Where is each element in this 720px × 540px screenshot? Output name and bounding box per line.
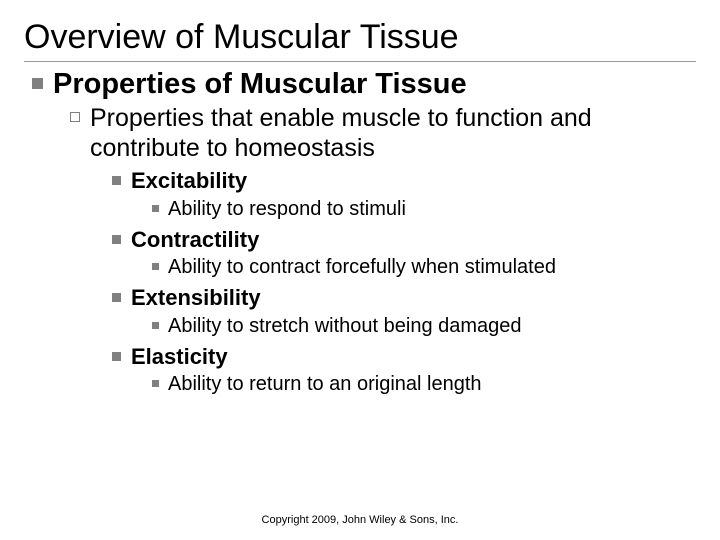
property-desc: Ability to respond to stimuli (168, 197, 406, 222)
level3-item: Excitability (112, 167, 696, 195)
level1-item: Properties of Muscular Tissue (32, 68, 696, 101)
slide-container: Overview of Muscular Tissue Properties o… (0, 0, 720, 397)
level1-text: Properties of Muscular Tissue (53, 68, 467, 101)
level3-item: Extensibility (112, 284, 696, 312)
level4-item: Ability to contract forcefully when stim… (152, 255, 696, 280)
square-bullet-icon (32, 78, 43, 89)
property-desc: Ability to return to an original length (168, 372, 482, 397)
property-desc: Ability to stretch without being damaged (168, 314, 522, 339)
square-bullet-icon (112, 293, 121, 302)
square-bullet-icon (152, 205, 159, 212)
square-bullet-icon (152, 380, 159, 387)
square-bullet-icon (112, 176, 121, 185)
level3-item: Elasticity (112, 343, 696, 371)
level4-item: Ability to respond to stimuli (152, 197, 696, 222)
square-bullet-icon (112, 352, 121, 361)
open-square-bullet-icon (70, 112, 80, 122)
square-bullet-icon (152, 322, 159, 329)
copyright-text: Copyright 2009, John Wiley & Sons, Inc. (0, 514, 720, 526)
property-name: Contractility (131, 226, 259, 254)
property-desc: Ability to contract forcefully when stim… (168, 255, 556, 280)
level4-item: Ability to return to an original length (152, 372, 696, 397)
property-name: Extensibility (131, 284, 261, 312)
level2-item: Properties that enable muscle to functio… (70, 103, 696, 163)
level3-item: Contractility (112, 226, 696, 254)
level4-item: Ability to stretch without being damaged (152, 314, 696, 339)
slide-title: Overview of Muscular Tissue (24, 18, 696, 62)
level2-text: Properties that enable muscle to functio… (90, 103, 696, 163)
square-bullet-icon (152, 263, 159, 270)
square-bullet-icon (112, 235, 121, 244)
property-name: Elasticity (131, 343, 228, 371)
property-name: Excitability (131, 167, 247, 195)
